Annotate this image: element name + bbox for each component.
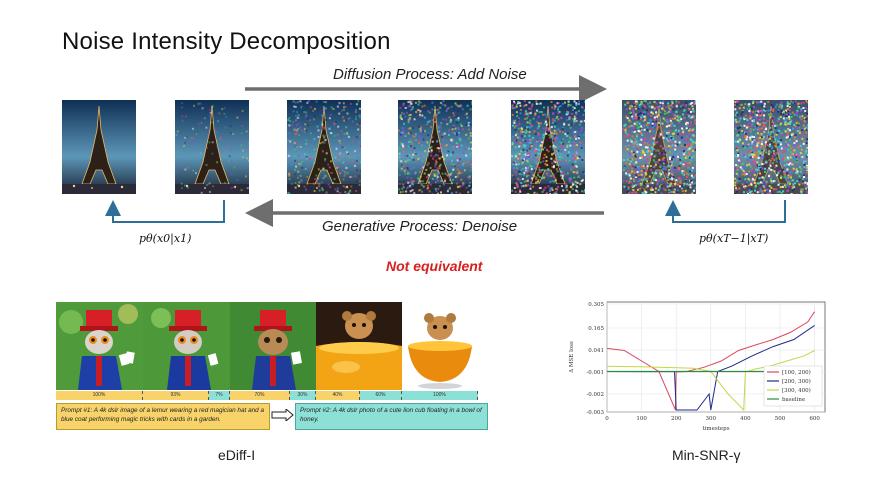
eiffel-image-step-1 bbox=[62, 100, 136, 194]
y-tick-label: 0.305 bbox=[588, 302, 604, 308]
formula-right: pθ(xT−1|xT) bbox=[699, 232, 769, 245]
lemur-image-2 bbox=[143, 302, 230, 390]
x-tick-label: 200 bbox=[671, 416, 682, 422]
bracket-left-arrow bbox=[105, 200, 225, 223]
min-snr-caption: Min-SNR-γ bbox=[672, 447, 741, 463]
min-snr-chart: 0 100 200 300 400 500 600 0.305 0.165 0.041 -0.001… bbox=[569, 301, 826, 432]
y-axis-label: Δ MSE loss bbox=[569, 341, 575, 373]
page-title: Noise Intensity Decomposition bbox=[62, 28, 391, 55]
eiffel-image-step-5 bbox=[511, 100, 585, 194]
x-axis-label: timesteps bbox=[702, 426, 729, 432]
weight-segment: 100% bbox=[56, 391, 143, 400]
weight-segment: 7% bbox=[209, 391, 230, 400]
legend-label: [100, 200) bbox=[782, 369, 811, 376]
weight-segment: 30% bbox=[290, 391, 316, 400]
lion-honey-image-1 bbox=[316, 302, 402, 390]
generative-process-label: Generative Process: Denoise bbox=[322, 218, 518, 235]
x-tick-label: 0 bbox=[605, 416, 609, 422]
weight-segment: 60% bbox=[360, 391, 402, 400]
diffusion-process-label: Diffusion Process: Add Noise bbox=[333, 66, 527, 83]
legend-label: [200, 300) bbox=[782, 378, 811, 385]
eiffel-image-step-4 bbox=[398, 100, 472, 194]
weight-segment: 100% bbox=[402, 391, 478, 400]
prompt-1-box: Prompt #1: A 4k dslr image of a lemur we… bbox=[56, 403, 270, 430]
series-line bbox=[606, 324, 815, 411]
lion-illustration bbox=[316, 302, 402, 390]
prompt-switch-arrow-icon bbox=[271, 409, 294, 421]
bracket-right-arrow bbox=[665, 200, 786, 223]
legend-label: [300, 400) bbox=[782, 387, 811, 394]
prompt-2-box: Prompt #2: A 4k dslr photo of a cute lio… bbox=[295, 403, 488, 430]
ediff-caption: eDiff-I bbox=[218, 447, 256, 463]
eiffel-image-step-2 bbox=[175, 100, 249, 194]
x-tick-label: 100 bbox=[636, 416, 647, 422]
lemur-lion-mix-image bbox=[230, 302, 316, 390]
y-tick-label: -0.001 bbox=[586, 370, 604, 376]
x-tick-label: 300 bbox=[706, 416, 717, 422]
not-equivalent-label: Not equivalent bbox=[386, 258, 483, 274]
weight-segment: 93% bbox=[143, 391, 209, 400]
x-tick-label: 400 bbox=[740, 416, 751, 422]
lemur-illustration bbox=[143, 302, 230, 390]
weight-segment: 70% bbox=[230, 391, 290, 400]
y-tick-label: 0.165 bbox=[588, 326, 604, 332]
lemur-illustration bbox=[230, 302, 316, 390]
series-line bbox=[606, 350, 815, 412]
lion-honey-image-2 bbox=[402, 302, 478, 390]
eiffel-image-step-7 bbox=[734, 100, 808, 194]
x-tick-label: 500 bbox=[775, 416, 786, 422]
y-tick-label: -0.003 bbox=[586, 410, 604, 416]
eiffel-image-step-6 bbox=[622, 100, 696, 194]
lemur-image-1 bbox=[56, 302, 143, 390]
y-tick-label: 0.041 bbox=[588, 348, 604, 354]
legend-label: baseline bbox=[782, 397, 805, 403]
eiffel-image-step-3 bbox=[287, 100, 361, 194]
x-tick-label: 600 bbox=[809, 416, 820, 422]
weight-segment: 40% bbox=[316, 391, 360, 400]
series-line bbox=[606, 311, 816, 411]
lion-illustration bbox=[402, 302, 478, 390]
formula-left: pθ(x0|x1) bbox=[139, 232, 192, 245]
y-tick-label: -0.002 bbox=[586, 392, 604, 398]
lemur-illustration bbox=[56, 302, 143, 390]
